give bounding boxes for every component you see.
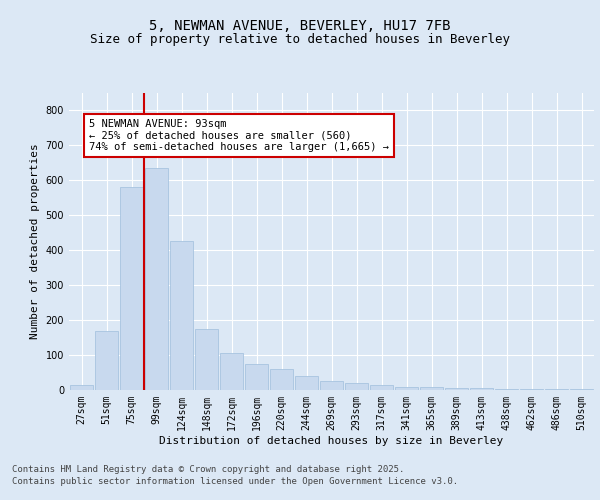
Text: 5 NEWMAN AVENUE: 93sqm
← 25% of detached houses are smaller (560)
74% of semi-de: 5 NEWMAN AVENUE: 93sqm ← 25% of detached… [89,118,389,152]
Bar [195,329,218,390]
Bar [470,388,493,390]
Bar [145,168,168,390]
X-axis label: Distribution of detached houses by size in Beverley: Distribution of detached houses by size … [160,436,503,446]
Bar [245,364,268,390]
Text: Size of property relative to detached houses in Beverley: Size of property relative to detached ho… [90,32,510,46]
Bar [445,388,468,390]
Y-axis label: Number of detached properties: Number of detached properties [30,144,40,339]
Bar [170,242,193,390]
Bar [270,369,293,390]
Bar [520,389,543,390]
Bar [70,385,93,390]
Bar [420,387,443,390]
Bar [95,330,118,390]
Bar [120,187,143,390]
Text: Contains HM Land Registry data © Crown copyright and database right 2025.: Contains HM Land Registry data © Crown c… [12,465,404,474]
Text: 5, NEWMAN AVENUE, BEVERLEY, HU17 7FB: 5, NEWMAN AVENUE, BEVERLEY, HU17 7FB [149,19,451,33]
Bar [295,376,318,390]
Bar [220,353,243,390]
Bar [495,389,518,390]
Text: Contains public sector information licensed under the Open Government Licence v3: Contains public sector information licen… [12,477,458,486]
Bar [370,385,393,390]
Bar [320,381,343,390]
Bar [395,386,418,390]
Bar [345,383,368,390]
